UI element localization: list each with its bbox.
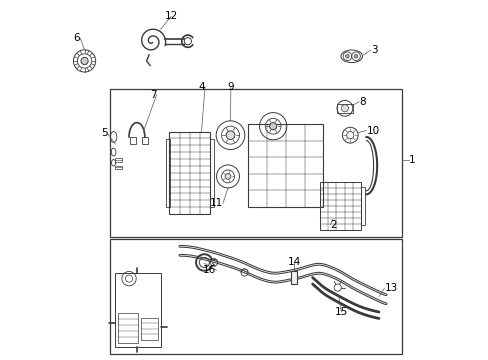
Text: 6: 6 — [74, 33, 80, 43]
Text: 12: 12 — [164, 12, 177, 22]
Bar — [290, 271, 296, 284]
Bar — [166, 139, 169, 207]
Bar — [110, 89, 402, 237]
Text: 15: 15 — [334, 307, 347, 317]
Bar — [247, 125, 323, 207]
Circle shape — [341, 105, 348, 112]
Text: 14: 14 — [287, 257, 300, 267]
Circle shape — [269, 123, 276, 130]
Text: 10: 10 — [366, 126, 379, 135]
Bar — [169, 132, 210, 214]
Bar — [336, 104, 352, 113]
Text: 4: 4 — [198, 82, 204, 92]
Circle shape — [81, 57, 88, 64]
Bar — [360, 187, 364, 225]
Circle shape — [353, 54, 357, 58]
Bar — [142, 137, 147, 144]
Text: 16: 16 — [203, 265, 216, 275]
Text: 7: 7 — [150, 90, 156, 100]
Circle shape — [345, 54, 348, 58]
Bar — [130, 137, 136, 144]
Circle shape — [226, 131, 234, 139]
Bar — [140, 318, 158, 339]
Text: 9: 9 — [227, 82, 234, 93]
Bar — [115, 158, 122, 162]
Bar — [319, 182, 360, 230]
Circle shape — [224, 174, 230, 179]
Bar — [118, 313, 138, 343]
Text: 3: 3 — [370, 45, 377, 55]
Text: 13: 13 — [384, 283, 397, 293]
Bar — [115, 273, 161, 347]
Text: 1: 1 — [408, 155, 414, 165]
Bar — [110, 239, 402, 354]
Bar — [115, 166, 122, 169]
Text: 8: 8 — [359, 97, 365, 107]
Bar — [210, 139, 214, 207]
Text: 2: 2 — [330, 220, 337, 230]
Text: 11: 11 — [209, 198, 223, 208]
Text: 5: 5 — [101, 129, 107, 138]
